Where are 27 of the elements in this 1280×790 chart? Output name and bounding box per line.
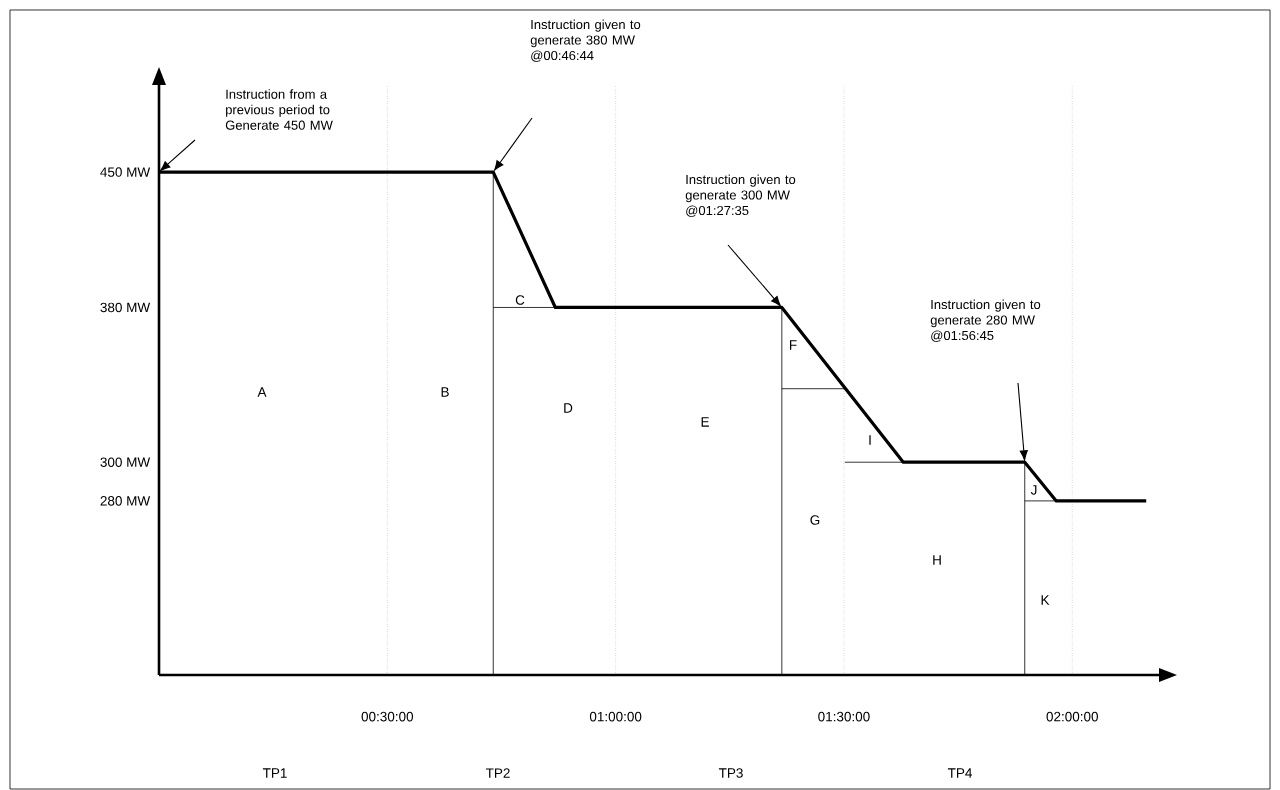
annotation: Instruction from a previous period to Generate 450 MW [225,89,333,130]
text: TP2 [485,768,510,778]
y-tick-label: 450 MW [100,167,151,177]
x-tick-label: 00:30:00 [361,711,414,722]
y-tick-label: 380 MW [100,302,151,313]
annotation: C [515,295,525,305]
text: TP1 [262,768,287,778]
annotation: Instruction given to generate 280 MW @01:56:45 [930,299,1041,342]
text: TP3 [718,768,743,778]
text: TP4 [947,768,972,778]
annotation: Instruction given to generate 300 MW @01:27:35 [685,174,796,217]
annotation: D [564,403,573,413]
annotation: G [810,515,820,525]
annotation: B [441,387,449,397]
annotation: H [933,555,941,565]
text: Instruction given to generate 380 MW @00:46:44 [530,19,641,62]
annotation: J [1030,485,1037,495]
annotation: K [1041,595,1050,605]
x-tick-label: 01:00:00 [589,711,642,722]
annotation: E [701,417,709,427]
x-tick-label: 02:00:00 [1046,711,1098,722]
annotation: A [257,387,267,397]
annotation: I [869,435,871,445]
x-tick-label: 01:30:00 [818,711,870,722]
y-tick-label: 300 MW [100,457,151,467]
annotation: F [790,340,797,350]
y-tick-label: 280 MW [100,496,151,506]
